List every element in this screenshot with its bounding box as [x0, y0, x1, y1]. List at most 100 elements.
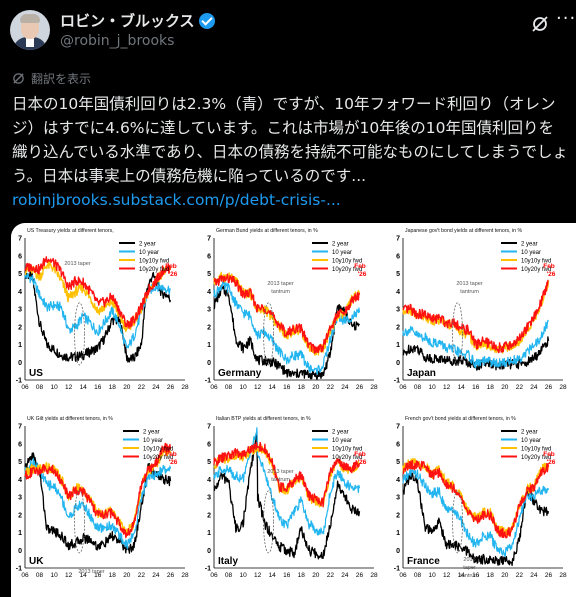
chart-svg: French gov't bond yields at different te… — [394, 416, 567, 579]
x-tick-label: 12 — [443, 572, 451, 579]
country-label: Germany — [218, 368, 262, 379]
y-tick-label: 5 — [18, 459, 22, 466]
taper-ellipse — [74, 302, 85, 366]
feb-label: Feb — [165, 451, 177, 458]
feb-label: Feb — [354, 263, 366, 270]
country-label: US — [29, 368, 43, 379]
taper-ellipse — [452, 490, 463, 554]
taper-ellipse — [74, 490, 85, 554]
y-tick-label: 6 — [396, 253, 400, 260]
taper-annotation: 2013 taper — [267, 469, 293, 475]
display-name[interactable]: ロビン・ブルックス — [60, 10, 215, 31]
x-tick-label: 18 — [298, 384, 306, 391]
taper-annotation: 2013 — [463, 557, 475, 563]
x-tick-label: 10 — [50, 572, 58, 579]
y-tick-label: 0 — [207, 360, 211, 367]
feb-label-year: '26 — [358, 459, 367, 466]
translate-label: 翻訳を表示 — [31, 72, 92, 86]
y-tick-label: 4 — [396, 477, 400, 484]
taper-annotation: 2013 taper — [267, 281, 293, 287]
chart-figure[interactable]: US Treasury yields at different tenors, -… — [11, 223, 576, 597]
series-line-1 — [24, 268, 172, 363]
series-line-2 — [213, 280, 361, 375]
y-tick-label: 5 — [18, 271, 22, 278]
taper-annotation: tantrum — [271, 289, 290, 295]
y-tick-label: 4 — [207, 477, 211, 484]
x-tick-label: 22 — [327, 384, 335, 391]
y-tick-label: 5 — [396, 459, 400, 466]
series-line-4 — [24, 442, 172, 539]
legend-label: 10y10y fwd — [332, 259, 362, 265]
legend-label: 10 year — [521, 438, 541, 444]
series-line-2 — [213, 427, 361, 536]
x-tick-label: 28 — [181, 572, 189, 579]
y-tick-label: 1 — [18, 342, 22, 349]
avatar[interactable] — [10, 10, 50, 50]
chart-title: Japanese gov't bond yields at different … — [405, 228, 522, 234]
y-tick-label: 2 — [207, 324, 211, 331]
y-tick-label: 7 — [396, 236, 400, 243]
series-line-4 — [402, 460, 550, 539]
y-tick-label: 4 — [396, 289, 400, 296]
chart-title: US Treasury yields at different tenors, — [27, 228, 114, 234]
y-tick-label: 6 — [396, 441, 400, 448]
chart-svg: UK Gilt yields at different tenors, in %… — [16, 416, 189, 579]
translate-link[interactable]: 翻訳を表示 — [12, 70, 91, 87]
y-tick-label: 0 — [396, 360, 400, 367]
taper-annotation: tantrum — [460, 289, 479, 295]
x-tick-label: 20 — [501, 384, 509, 391]
x-tick-label: 08 — [225, 572, 233, 579]
y-tick-label: -1 — [205, 566, 211, 573]
user-handle[interactable]: @robin_j_brooks — [60, 33, 175, 49]
x-tick-label: 14 — [80, 384, 88, 391]
x-tick-label: 06 — [399, 384, 407, 391]
x-tick-label: 12 — [65, 384, 73, 391]
y-tick-label: 4 — [207, 289, 211, 296]
tweet-header: ロビン・ブルックス @robin_j_brooks ··· — [0, 0, 576, 64]
y-tick-label: 2 — [18, 324, 22, 331]
x-tick-label: 06 — [399, 572, 407, 579]
x-tick-label: 14 — [458, 384, 466, 391]
legend-label: 10y10y fwd — [143, 447, 173, 453]
chart-svg: US Treasury yields at different tenors, -… — [16, 228, 189, 391]
x-tick-label: 22 — [516, 572, 524, 579]
x-tick-label: 26 — [356, 572, 364, 579]
series-line-2 — [402, 468, 550, 557]
x-tick-label: 28 — [559, 384, 567, 391]
x-tick-label: 06 — [210, 384, 218, 391]
x-tick-label: 08 — [414, 572, 422, 579]
grok-icon[interactable] — [530, 14, 550, 34]
x-tick-label: 12 — [65, 572, 73, 579]
x-tick-label: 22 — [516, 384, 524, 391]
legend-label: 10y20y fwd — [332, 267, 362, 273]
tweet-link[interactable]: robinjbrooks.substack.com/p/debt-crisis-… — [12, 191, 341, 209]
taper-annotation: 2013 taper — [64, 261, 90, 267]
y-tick-label: 5 — [207, 459, 211, 466]
y-tick-label: 0 — [18, 360, 22, 367]
feb-label-year: '26 — [358, 271, 367, 278]
legend-label: 10 year — [143, 438, 163, 444]
y-tick-label: 6 — [18, 441, 22, 448]
legend-label: 10y10y fwd — [332, 447, 362, 453]
series-line-2 — [24, 457, 172, 550]
y-tick-label: 2 — [18, 512, 22, 519]
legend-label: 10y20y fwd — [332, 455, 362, 461]
chart-svg: Japanese gov't bond yields at different … — [394, 228, 567, 391]
more-options-icon[interactable]: ··· — [556, 8, 576, 29]
x-tick-label: 28 — [559, 572, 567, 579]
y-tick-label: 5 — [207, 271, 211, 278]
x-tick-label: 26 — [167, 572, 175, 579]
y-tick-label: -1 — [394, 378, 400, 385]
y-tick-label: 0 — [207, 548, 211, 555]
x-tick-label: 22 — [138, 572, 146, 579]
legend-label: 2 year — [139, 242, 156, 248]
x-tick-label: 24 — [341, 572, 349, 579]
x-tick-label: 14 — [269, 572, 277, 579]
legend-label: 2 year — [332, 242, 349, 248]
chart-panel-italy: Italian BTP yields at different tenors, … — [200, 411, 386, 593]
country-label: Italy — [218, 556, 238, 567]
x-tick-label: 16 — [472, 572, 480, 579]
taper-annotation: tantrum — [460, 573, 479, 579]
x-tick-label: 16 — [94, 572, 102, 579]
chart-panel-japan: Japanese gov't bond yields at different … — [389, 223, 575, 405]
